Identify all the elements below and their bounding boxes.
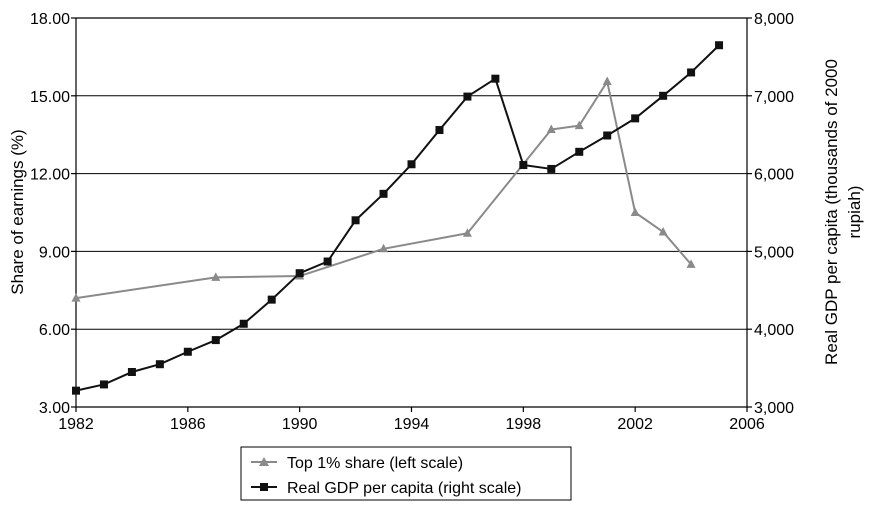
y-left-tick-label: 6.00	[39, 322, 70, 339]
data-point-triangle	[546, 124, 556, 134]
legend-item-gdp: Real GDP per capita (right scale)	[251, 480, 521, 497]
x-tick-label: 2002	[617, 416, 653, 433]
y-left-tick-label: 18.00	[30, 11, 70, 28]
x-tick-label: 1998	[506, 416, 542, 433]
right-axis-title-line2: rupiah)	[845, 186, 864, 239]
legend-label-gdp: Real GDP per capita (right scale)	[287, 480, 521, 497]
data-point-square	[687, 68, 696, 77]
data-point-square	[575, 147, 584, 156]
data-point-triangle	[379, 243, 389, 253]
data-point-triangle	[602, 76, 612, 86]
y-right-tick-label: 4,000	[754, 322, 794, 339]
data-point-square	[603, 131, 612, 140]
data-point-triangle	[211, 272, 221, 281]
data-point-square	[519, 161, 528, 170]
data-point-square	[463, 92, 472, 101]
data-point-triangle	[462, 228, 472, 237]
data-point-square	[715, 41, 724, 50]
data-point-square	[239, 319, 248, 328]
legend-item-top-share: Top 1% share (left scale)	[251, 455, 463, 472]
x-tick-label: 1986	[170, 416, 206, 433]
data-point-square	[127, 367, 136, 376]
data-point-square	[295, 269, 304, 278]
tick-labels: 3.00 6.00 9.00 12.00 15.00 18.00 3,000 4,000 5,0…	[30, 11, 794, 433]
data-point-square	[155, 360, 164, 369]
data-point-triangle	[574, 120, 584, 130]
y-left-tick-label: 12.00	[30, 167, 70, 184]
y-right-tick-label: 6,000	[754, 167, 794, 184]
data-point-triangle	[686, 259, 696, 268]
data-point-square	[72, 386, 80, 395]
data-point-square	[351, 216, 360, 225]
legend-square-marker	[260, 483, 268, 491]
series-line	[75, 44, 720, 392]
series-gdp	[72, 41, 724, 395]
series-line	[75, 80, 692, 300]
data-point-square	[99, 380, 108, 389]
data-point-square	[211, 336, 220, 345]
y-right-tick-label: 7,000	[754, 89, 794, 106]
data-point-square	[323, 257, 332, 266]
data-point-square	[183, 347, 192, 356]
series	[71, 41, 724, 395]
y-left-tick-label: 3.00	[39, 400, 70, 417]
data-point-triangle	[71, 293, 81, 302]
y-left-tick-label: 15.00	[30, 89, 70, 106]
x-tick-label: 1994	[394, 416, 430, 433]
gridlines	[76, 17, 747, 408]
x-tick-label: 1982	[58, 416, 94, 433]
data-point-square	[379, 189, 388, 198]
y-right-tick-label: 5,000	[754, 244, 794, 261]
legend: Top 1% share (left scale) Real GDP per c…	[240, 446, 572, 501]
data-point-square	[435, 126, 444, 135]
y-right-tick-label: 8,000	[754, 11, 794, 28]
axes	[75, 17, 748, 408]
data-point-square	[267, 295, 276, 304]
right-axis-title-line1: Real GDP per capita (thousands of 2000	[822, 59, 841, 365]
legend-label-top-share: Top 1% share (left scale)	[287, 455, 463, 472]
y-left-tick-label: 9.00	[39, 244, 70, 261]
data-point-triangle	[658, 226, 668, 236]
data-point-square	[659, 91, 668, 100]
data-point-square	[547, 164, 556, 173]
data-point-square	[407, 160, 416, 169]
legend-triangle-marker	[259, 457, 269, 466]
legend-box	[240, 446, 572, 501]
x-tick-label: 1990	[282, 416, 318, 433]
left-axis-title: Share of earnings (%)	[8, 129, 27, 294]
series-top-share	[71, 76, 696, 302]
x-tick-label: 2006	[729, 416, 765, 433]
y-right-tick-label: 3,000	[754, 400, 794, 417]
data-point-triangle	[630, 207, 640, 216]
data-point-square	[631, 114, 640, 123]
data-point-square	[491, 74, 500, 83]
